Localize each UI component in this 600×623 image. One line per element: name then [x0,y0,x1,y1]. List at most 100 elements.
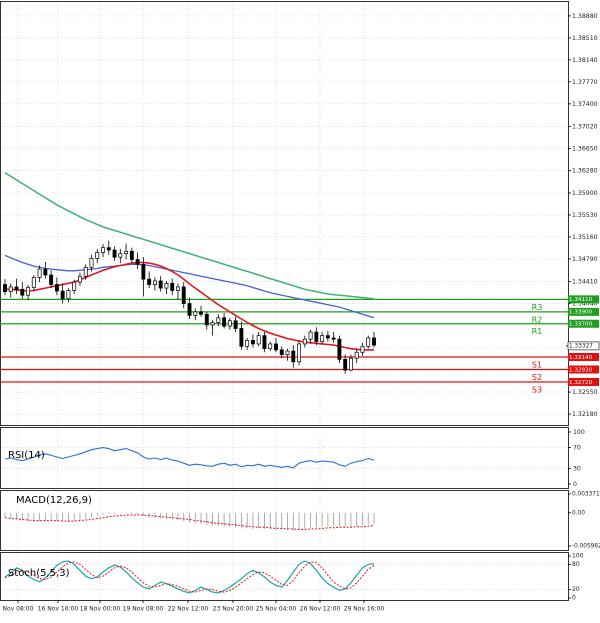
panel-frame-2 [0,490,569,551]
candle-body [147,278,152,285]
y-tick-label: 1.37400 [572,101,598,108]
rsi-label: RSI(14) [8,450,45,461]
candle-body [20,288,25,296]
rsi-tick-label: 30 [573,465,581,472]
level-price-label: 1.33900 [569,310,593,316]
level-name-s1: S1 [532,361,542,370]
stoch-tick-label: 80 [572,561,580,568]
candle-body [210,322,215,326]
macd-tick-label: 0.003371 [572,492,600,498]
y-tick-label: 1.35160 [572,234,598,241]
rsi-tick-label: 0 [573,481,577,488]
level-name-r2: R2 [532,315,543,324]
x-tick-label: 23 Nov 20:00 [213,606,254,613]
y-tick-label: 1.36280 [572,167,598,174]
candle-body [314,331,319,342]
rsi-line [4,447,375,469]
macd-label: MACD(12,26,9) [16,495,92,506]
rsi-tick-label: 100 [573,429,585,436]
candle-body [274,343,278,351]
candle-body [129,250,134,260]
y-tick-label: 1.35530 [572,212,598,219]
candle-body [106,247,111,251]
stoch-tick-label: 20 [572,586,580,593]
candle-body [60,290,65,300]
ma-blue-line [4,254,375,319]
candle-body [14,286,19,290]
candle-body [83,266,88,277]
x-tick-label: 16 Nov 16:00 [38,606,79,613]
candle-body [233,320,238,329]
stoch-label: Stoch(5,5,3) [8,568,70,579]
y-tick-label: 1.38510 [572,35,598,42]
y-tick-label: 1.37770 [572,79,598,86]
candle-body [181,286,186,304]
candle-body [158,280,163,289]
candle-body [3,284,7,292]
candle-body [325,335,330,339]
y-tick-label: 1.35900 [572,190,598,197]
candle-body [89,258,94,268]
candle-body [239,328,244,347]
candle-body [176,286,180,291]
candle-body [199,311,203,315]
stoch-k-line [4,560,375,594]
candle-body [297,343,301,363]
x-tick-label: 22 Nov 12:00 [168,606,209,613]
candle-body [372,337,376,346]
y-tick-label: 1.38880 [572,13,598,20]
candle-body [187,303,192,316]
candle-body [204,313,209,326]
candle-body [227,320,232,327]
level-name-s3: S3 [532,385,542,394]
candle-body [101,247,105,253]
y-tick-label: 1.38140 [572,57,598,64]
candle-body [31,277,36,288]
candle-body [285,350,290,355]
level-price-label: 1.33140 [569,355,593,361]
y-tick-label: 1.37020 [572,123,598,130]
candle-body [49,274,54,285]
candle-body [135,259,140,265]
candle-body [112,249,117,258]
rsi-tick-label: 70 [573,445,581,452]
level-price-label: 1.34110 [569,297,593,303]
stoch-tick-label: 100 [572,553,584,560]
candle-body [124,250,129,254]
macd-tick-label: -0.005962 [572,544,600,550]
macd-signal-line [4,514,375,530]
candle-body [152,280,157,285]
candle-body [245,340,250,347]
candle-body [337,338,342,360]
panel-frame-1 [0,427,569,489]
level-name-r1: R1 [532,327,543,336]
x-tick-label: 19 Nov 08:00 [123,606,164,613]
level-tag [568,353,599,362]
candle-body [26,287,31,296]
x-tick-label: 25 Nov 04:00 [256,606,297,613]
candle-body [37,268,42,278]
candle-body [279,349,284,355]
x-tick-label: 18 Nov 00:00 [80,606,121,613]
candle-body [43,268,48,276]
candle-body [343,359,348,371]
x-tick-label: Nov 08:00 [3,606,34,613]
candle-body [302,338,307,345]
candle-body [262,335,267,350]
y-tick-label: 1.34410 [572,279,598,286]
stoch-tick-label: 0 [572,595,576,602]
candle-body [78,275,82,283]
ma-green-line [4,172,375,300]
candle-body [268,343,273,350]
level-price-label: 1.33700 [569,322,593,328]
panel-frame-3 [0,552,569,601]
y-tick-label: 1.32180 [572,411,598,418]
y-tick-label: 1.34040 [572,301,598,308]
candle-body [360,345,365,353]
x-tick-label: 26 Nov 12:00 [300,606,341,613]
level-tag [568,307,599,316]
level-tag [568,295,599,304]
ma-red-line [5,261,374,351]
candle-body [95,252,100,259]
